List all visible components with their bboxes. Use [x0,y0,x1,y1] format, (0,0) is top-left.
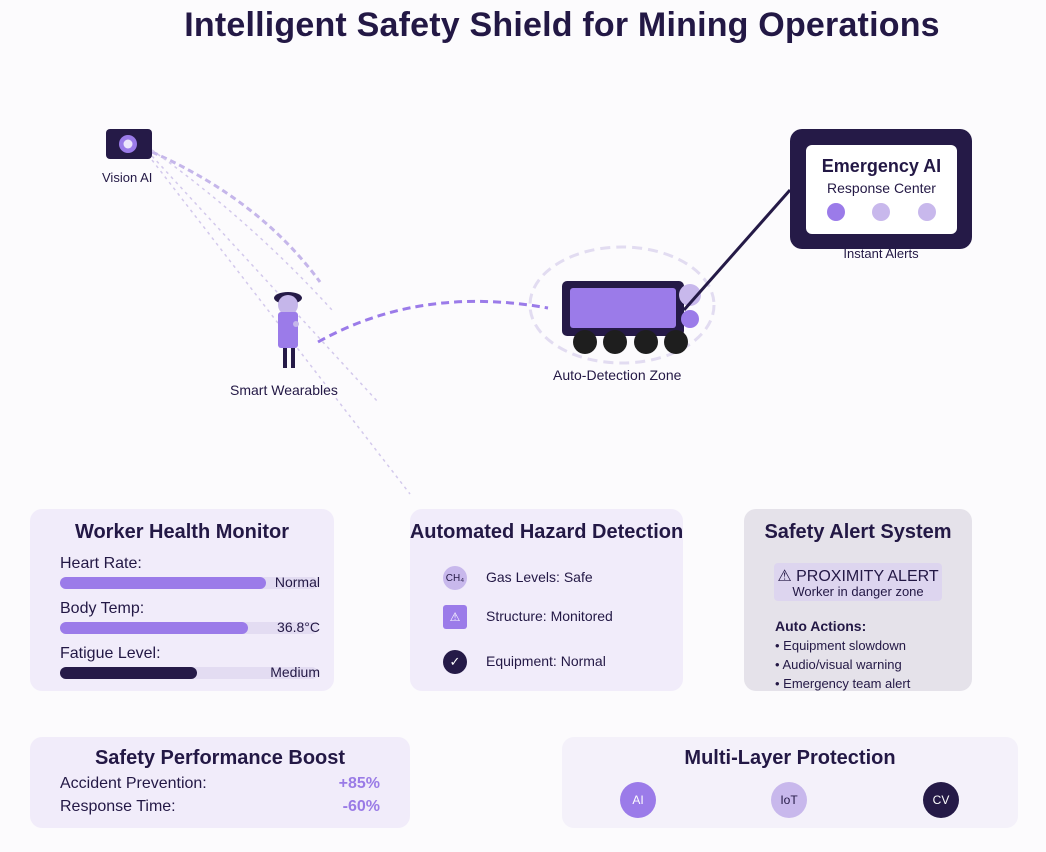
layer-ai-icon: AI [620,782,656,818]
emergency-link [682,189,792,311]
hazard-card: Automated Hazard Detection CH₄ Gas Levels… [410,509,683,691]
health-title: Worker Health Monitor [74,521,290,543]
detection-zone-label: Auto-Detection Zone [553,367,682,383]
proximity-alert-banner: ⚠ PROXIMITY ALERT Worker in danger zone [774,563,942,601]
emergency-center [790,129,972,249]
performance-value: -60% [342,798,380,815]
metric-label: Heart Rate: [60,555,142,572]
performance-card: Safety Performance Boost Accident Preven… [30,737,410,828]
metric-label: Fatigue Level: [60,645,161,662]
mining-vehicle-icon [562,281,701,354]
instant-alerts-label: Instant Alerts [843,246,919,261]
layer-iot-icon: IoT [771,782,807,818]
hazard-item-text: Gas Levels: Safe [486,569,593,585]
performance-label: Accident Prevention: [60,775,207,792]
metric-bar-fill [60,577,267,589]
page-title: Intelligent Safety Shield for Mining Ope… [184,6,940,44]
metric-bar [60,622,318,634]
proximity-alert-title: ⚠ PROXIMITY ALERT [777,568,939,585]
gas-icon: CH₄ [443,566,467,590]
metric-value: Normal [274,574,320,590]
metric-label: Body Temp: [60,600,145,617]
detection-zone [528,245,716,365]
metric-bar [60,577,318,589]
alert-title: Safety Alert System [764,521,952,543]
performance-value: +85% [338,775,380,792]
metric-value: Medium [270,664,320,680]
metric-bar-fill [60,667,197,679]
performance-label: Response Time: [60,798,176,815]
layers-card: Multi-Layer Protection AI IoT CV [562,737,1018,828]
hazard-item-text: Structure: Monitored [486,608,613,624]
warning-icon: ⚠ [443,605,467,629]
worker-icon [274,292,302,368]
proximity-alert-subtitle: Worker in danger zone [792,584,924,599]
auto-action-item: • Emergency team alert [775,676,911,691]
hazard-item-text: Equipment: Normal [486,653,606,669]
layer-cv-icon: CV [923,782,959,818]
auto-actions-title: Auto Actions: [775,618,867,634]
metric-bar [60,667,318,679]
emergency-title: Emergency AI [821,156,942,176]
hazard-title: Automated Hazard Detection [409,521,684,543]
auto-action-item: • Audio/visual warning [775,657,902,672]
health-card: Worker Health Monitor Heart Rate: Normal B… [30,509,334,691]
metric-bar-fill [60,622,249,634]
diagram-canvas [106,129,972,495]
alert-card: Safety Alert System ⚠ PROXIMITY ALERT Wo… [744,509,972,691]
auto-action-item: • Equipment slowdown [775,638,907,653]
layers-title: Multi-Layer Protection [684,747,896,769]
metric-value: 36.8°C [277,619,320,635]
check-icon: ✓ [443,650,467,674]
emergency-subtitle: Response Center [827,180,936,196]
vision-ai-camera-icon [106,129,152,159]
performance-title: Safety Performance Boost [94,747,346,769]
wearable-link [317,299,549,344]
wearables-label: Smart Wearables [230,382,338,398]
vision-ai-label: Vision AI [102,170,153,185]
